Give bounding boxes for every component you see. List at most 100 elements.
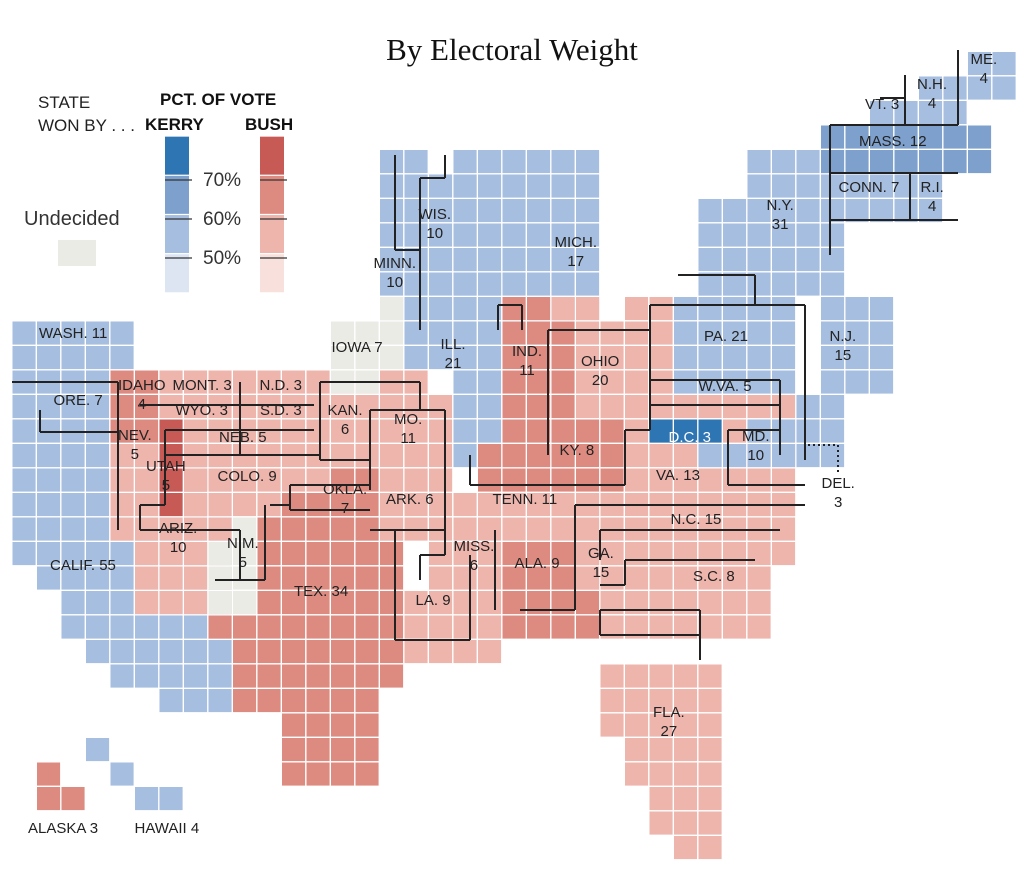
legend-kerry-swatch	[165, 175, 189, 214]
state-tile-miss	[478, 542, 502, 566]
state-tile-calif	[12, 493, 36, 517]
state-tile-calif	[86, 468, 110, 492]
state-tile-calif	[184, 664, 208, 688]
state-tile-mich	[527, 199, 551, 223]
state-tile-neb	[208, 419, 232, 443]
state-tile-nd	[257, 370, 281, 394]
state-tile-calif	[61, 591, 85, 615]
state-tile-calif	[86, 566, 110, 590]
state-tile-fla	[625, 762, 649, 786]
state-tile-calif	[184, 640, 208, 664]
state-tile-ill	[453, 297, 477, 321]
state-tile-pa	[674, 297, 698, 321]
state-tile-tex	[355, 517, 379, 541]
state-tile-mich	[551, 272, 575, 296]
state-tile-pa	[723, 321, 747, 345]
state-tile-pa	[698, 297, 722, 321]
state-tile-tex	[331, 566, 355, 590]
state-tile-va	[625, 444, 649, 468]
state-tile-ny	[796, 150, 820, 174]
state-tile-tex	[355, 689, 379, 713]
state-tile-tex	[355, 738, 379, 762]
state-tile-calif	[12, 444, 36, 468]
state-tile-ore	[12, 419, 36, 443]
state-tile-calif	[110, 566, 134, 590]
state-tile-mo	[355, 419, 379, 443]
state-tile-la	[429, 615, 453, 639]
state-tile-calif	[86, 444, 110, 468]
state-tile-tex	[380, 615, 404, 639]
state-tile-mich	[478, 223, 502, 247]
state-tile-mich	[551, 150, 575, 174]
state-tile-wis	[404, 199, 428, 223]
state-tile-fla	[674, 762, 698, 786]
state-tile-pa	[698, 370, 722, 394]
state-tile-mass	[943, 150, 967, 174]
state-tile-minn	[380, 174, 404, 198]
state-tile-nj	[796, 419, 820, 443]
state-tile-tex	[355, 640, 379, 664]
state-tile-sd	[257, 395, 281, 419]
state-tile-mich	[551, 248, 575, 272]
state-tile-tex	[257, 664, 281, 688]
state-tile-nh	[919, 76, 943, 100]
state-tile-mich	[502, 199, 526, 223]
state-tile-nj	[845, 321, 869, 345]
state-tile-ill	[404, 321, 428, 345]
state-tile-miss	[478, 566, 502, 590]
state-tile-ohio	[625, 321, 649, 345]
state-tile-sc	[649, 591, 673, 615]
state-tile-mich	[478, 150, 502, 174]
state-tile-wis	[429, 223, 453, 247]
state-tile-mich	[576, 272, 600, 296]
state-tile-ri	[894, 174, 918, 198]
state-tile-ny	[796, 248, 820, 272]
state-tile-ark	[429, 468, 453, 492]
state-tile-idaho	[110, 419, 134, 443]
state-tile-ala	[551, 566, 575, 590]
state-tile-mich	[453, 199, 477, 223]
state-tile-nj	[821, 346, 845, 370]
state-tile-wash	[12, 321, 36, 345]
state-tile-nd	[306, 370, 330, 394]
state-tile-ohio	[625, 395, 649, 419]
state-tile-ark	[404, 493, 428, 517]
state-tile-sd	[306, 395, 330, 419]
state-tile-ky	[600, 444, 624, 468]
state-tile-tex	[355, 566, 379, 590]
state-tile-wash	[37, 321, 61, 345]
state-tile-mass	[919, 125, 943, 149]
state-tile-tex	[331, 762, 355, 786]
state-tile-calif	[135, 664, 159, 688]
state-tile-mont	[208, 370, 232, 394]
state-tile-nh	[943, 101, 967, 125]
state-tile-ill	[429, 272, 453, 296]
state-tile-ohio	[576, 346, 600, 370]
state-tile-mich	[527, 248, 551, 272]
state-tile-calif	[12, 542, 36, 566]
state-tile-ny	[723, 248, 747, 272]
state-tile-tex	[355, 762, 379, 786]
state-tile-ohio	[649, 297, 673, 321]
state-tile-pa	[674, 321, 698, 345]
state-tile-minn	[404, 150, 428, 174]
state-tile-tex	[306, 664, 330, 688]
state-tile-calif	[61, 517, 85, 541]
state-tile-mo	[404, 444, 428, 468]
state-tile-miss	[453, 566, 477, 590]
state-tile-nm	[208, 566, 232, 590]
state-tile-mich	[576, 248, 600, 272]
state-tile-pa	[674, 346, 698, 370]
state-tile-neb	[282, 419, 306, 443]
state-tile-md	[772, 444, 796, 468]
state-tile-mass	[870, 150, 894, 174]
state-tile-ind	[527, 370, 551, 394]
state-tile-wyo	[233, 395, 257, 419]
state-tile-neb	[257, 419, 281, 443]
state-tile-tex	[380, 640, 404, 664]
state-tile-idaho	[110, 370, 134, 394]
state-tile-wash	[110, 346, 134, 370]
state-tile-minn	[380, 272, 404, 296]
state-tile-ill	[478, 370, 502, 394]
legend-kerry-swatch	[165, 215, 189, 254]
